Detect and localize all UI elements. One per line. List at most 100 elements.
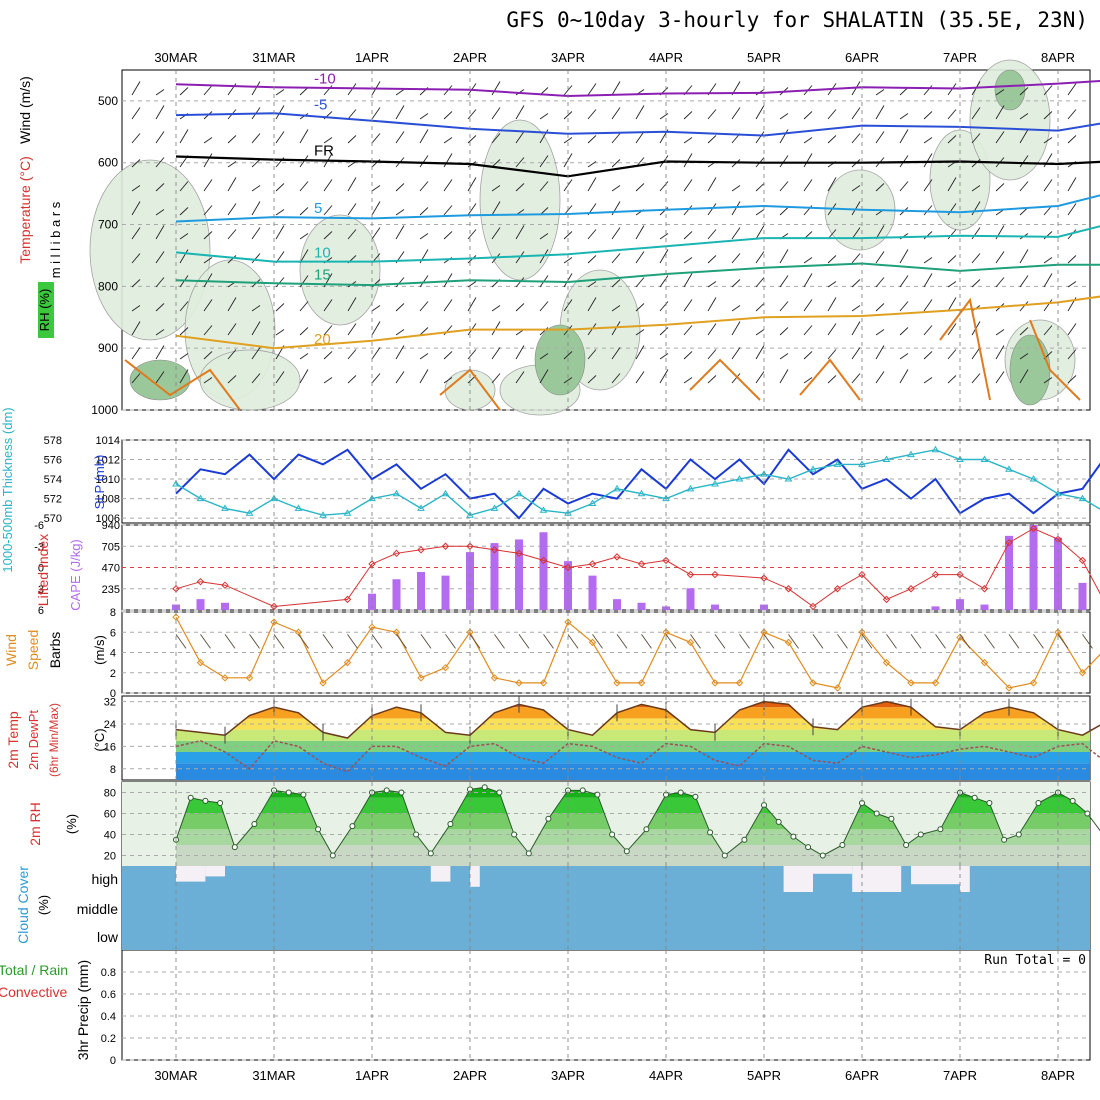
wind-barb — [396, 634, 407, 649]
wind-barb — [203, 137, 213, 144]
wind-barb — [1019, 301, 1029, 312]
wind-barb — [443, 153, 453, 168]
wind-barb — [131, 253, 141, 264]
temp-band — [176, 763, 1090, 780]
lifted-index-marker — [343, 595, 352, 604]
lifted-index-marker — [809, 602, 817, 611]
wind-barb — [179, 301, 189, 312]
wind-barb — [995, 277, 1005, 288]
wind-speed-marker — [833, 684, 842, 692]
y-tick-label: 6 — [110, 627, 116, 639]
wind-barb — [251, 253, 261, 264]
wind-barb — [995, 131, 1005, 144]
wind-barb — [611, 133, 621, 144]
cape-bar — [1078, 582, 1087, 610]
precip-legend-convective: Convective — [0, 984, 67, 1000]
wind-barb — [707, 375, 717, 384]
wind-barb — [683, 325, 693, 336]
cape-bar — [196, 599, 205, 610]
rh-marker — [775, 818, 782, 825]
wind-barb — [323, 205, 333, 216]
cloud-level-label: low — [97, 929, 119, 945]
y2-tick-label: 1006 — [96, 513, 120, 525]
wind-speed-marker — [319, 679, 327, 687]
lifted-index-marker — [539, 556, 548, 565]
y2-tick-label: 235 — [102, 584, 120, 596]
wind-barb — [467, 135, 477, 144]
cape-bar — [931, 606, 940, 610]
wind-barb — [803, 325, 813, 336]
wind-barb — [611, 253, 621, 264]
wind-barb — [323, 231, 333, 240]
wind-speed-marker — [735, 679, 744, 687]
wind-barb — [851, 321, 861, 336]
wind-barb — [467, 349, 477, 360]
wind-barb — [419, 113, 429, 120]
wind-barb — [515, 157, 525, 168]
wind-barb — [1067, 255, 1077, 264]
wind-barb — [563, 377, 573, 384]
wind-barb — [275, 277, 285, 288]
rh-shading-dark — [129, 359, 191, 401]
wind-barb — [227, 375, 237, 384]
wind-barb — [947, 229, 957, 240]
wind-barb — [371, 227, 381, 240]
contour-label: -5 — [314, 96, 327, 113]
lifted-index-marker — [980, 585, 989, 593]
cape-bar — [1029, 525, 1038, 610]
wind-barb — [347, 161, 357, 168]
wind-barb — [635, 105, 645, 120]
cloud-gap — [783, 866, 813, 892]
temp-band — [176, 718, 1090, 730]
wind-speed-marker — [221, 674, 229, 682]
wind-barb — [251, 305, 261, 312]
wind-barb — [155, 157, 165, 168]
wind-barb — [395, 131, 405, 144]
contour-20 — [175, 295, 1100, 350]
rh-marker — [1069, 797, 1076, 804]
wind-barb — [611, 227, 621, 240]
wind-barb — [827, 281, 837, 288]
dewpt-line — [175, 739, 1100, 773]
wind-barb — [635, 225, 645, 240]
rh-marker — [609, 831, 616, 838]
contour-label: -10 — [314, 70, 336, 87]
wind-barb — [203, 377, 213, 384]
wind-barb — [1008, 634, 1020, 649]
wind-barb — [299, 327, 309, 336]
wind-barb — [443, 351, 453, 360]
wind-barb — [419, 129, 429, 144]
wind-barb — [563, 231, 573, 240]
wind-barb — [275, 209, 285, 216]
wind-barb — [923, 257, 933, 264]
rh-shading-dark — [994, 69, 1026, 111]
wind-barb — [1019, 353, 1029, 360]
wind-barb — [731, 305, 741, 312]
wind-barb — [683, 137, 693, 144]
rh-marker — [1084, 810, 1091, 817]
y-axis-label-unit: (%) — [36, 895, 51, 915]
cape-bar — [1005, 535, 1013, 610]
cloud-gap — [911, 866, 960, 885]
rh-marker — [413, 831, 420, 838]
wind-barb — [731, 321, 741, 336]
wind-barb — [494, 634, 505, 649]
lifted-index-marker — [931, 570, 940, 579]
thickness-marker — [196, 494, 205, 502]
wind-barb — [779, 249, 789, 264]
wind-barb — [175, 634, 187, 649]
wind-barb — [563, 137, 573, 144]
date-label-top: 7APR — [943, 50, 977, 65]
y2-tick-label: 1012 — [96, 455, 120, 467]
thickness-marker — [637, 489, 646, 497]
rh-marker — [187, 794, 194, 801]
rh-marker — [383, 787, 390, 794]
wind-barb — [803, 111, 813, 120]
wind-barb — [635, 131, 645, 144]
contour-label: 5 — [314, 200, 322, 217]
wind-barb — [251, 81, 261, 96]
y-axis-label-unit: (m/s) — [92, 635, 107, 665]
y-tick-label: 0.8 — [101, 967, 116, 979]
wind-barb — [803, 351, 813, 360]
temp-band — [176, 707, 1090, 719]
